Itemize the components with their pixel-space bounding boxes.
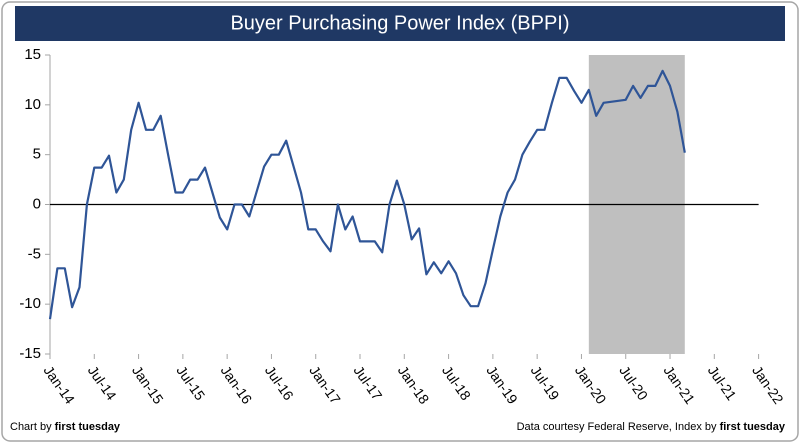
title-bar: [15, 6, 785, 41]
series-line: [48, 69, 686, 320]
y-tick-label: 0: [33, 195, 41, 212]
y-tick-label: 5: [33, 146, 41, 163]
y-tick-label: -15: [19, 345, 41, 362]
footer-text: Data courtesy Federal Reserve, Index by: [517, 421, 717, 433]
y-tick-label: -10: [19, 295, 41, 312]
y-tick-label: -5: [28, 245, 41, 262]
y-tick-label: 10: [24, 96, 41, 113]
y-tick-label: 15: [24, 46, 41, 63]
footer-left: Chart by first tuesday: [10, 421, 121, 433]
chart-title: Buyer Purchasing Power Index (BPPI): [230, 12, 569, 34]
footer-bold: first tuesday: [720, 421, 786, 433]
footer-right: Data courtesy Federal Reserve, Index by …: [517, 421, 786, 433]
footer-text: Chart by: [10, 421, 52, 433]
footer-bold: first tuesday: [55, 421, 121, 433]
